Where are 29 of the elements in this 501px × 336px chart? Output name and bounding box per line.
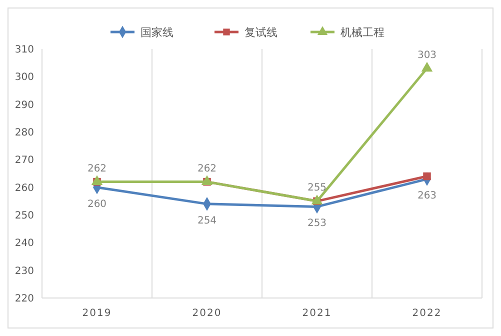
x-tick-label: 2022 — [412, 308, 442, 319]
data-label: 303 — [417, 50, 437, 61]
x-tick-label: 2019 — [82, 308, 112, 319]
y-tick-label: 230 — [14, 266, 34, 277]
legend-label: 国家线 — [140, 26, 174, 39]
data-label: 260 — [87, 198, 107, 210]
legend-label: 复试线 — [244, 26, 278, 39]
legend-label: 机械工程 — [340, 26, 384, 39]
y-tick-label: 280 — [14, 128, 34, 138]
y-tick-label: 250 — [14, 210, 34, 222]
x-tick-label: 2020 — [192, 308, 222, 319]
data-label: 255 — [307, 182, 327, 194]
point — [201, 175, 213, 186]
y-tick-label: 270 — [14, 155, 34, 166]
data-label: 253 — [307, 218, 327, 230]
y-tick-label: 220 — [14, 294, 34, 304]
data-label: 262 — [197, 163, 217, 174]
point — [421, 62, 433, 72]
data-label: 254 — [197, 215, 217, 226]
point — [423, 172, 431, 180]
x-tick-label: 2021 — [302, 308, 332, 319]
data-label: 262 — [87, 163, 107, 174]
y-tick-label: 300 — [14, 72, 34, 84]
data-label: 263 — [417, 190, 437, 202]
y-tick-label: 290 — [14, 100, 34, 111]
y-tick-label: 310 — [14, 44, 34, 56]
y-tick-label: 240 — [14, 238, 34, 250]
point — [91, 175, 103, 186]
y-tick-label: 260 — [14, 182, 34, 194]
